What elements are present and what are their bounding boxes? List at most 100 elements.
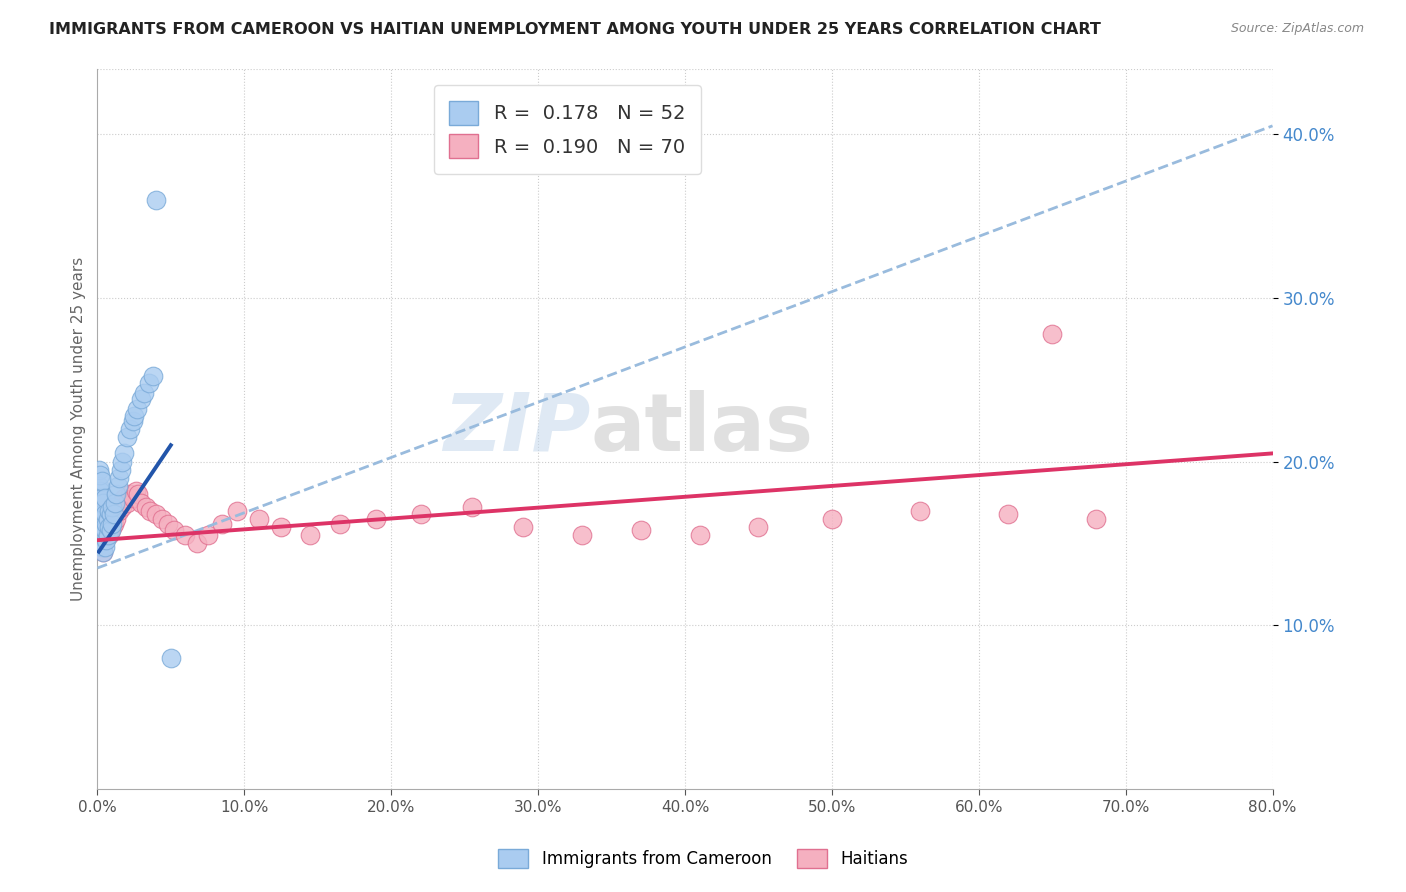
Point [90, 540, 112, 554]
Point [90, 524, 112, 538]
Y-axis label: Unemployment Among Youth under 25 years: Unemployment Among Youth under 25 years [72, 257, 86, 601]
Point [115, 430, 138, 444]
Point [111, 500, 134, 515]
Point [104, 507, 127, 521]
Point [89, 500, 111, 515]
Point [96, 512, 118, 526]
Point [89, 484, 111, 499]
Point [1085, 512, 1108, 526]
Point [101, 500, 124, 515]
Point [112, 446, 135, 460]
Legend: Immigrants from Cameroon, Haitians: Immigrants from Cameroon, Haitians [492, 842, 914, 875]
Point [100, 507, 122, 521]
Point [91, 495, 114, 509]
Point [108, 504, 131, 518]
Point [122, 409, 145, 423]
Point [93, 533, 115, 548]
Point [93, 491, 115, 505]
Point [90, 491, 112, 505]
Point [107, 479, 129, 493]
Point [107, 500, 129, 515]
Point [115, 495, 138, 509]
Point [409, 507, 432, 521]
Point [197, 528, 219, 542]
Point [87, 495, 110, 509]
Point [104, 495, 127, 509]
Point [174, 528, 197, 542]
Point [93, 507, 115, 521]
Legend: R =  0.178   N = 52, R =  0.190   N = 70: R = 0.178 N = 52, R = 0.190 N = 70 [434, 86, 702, 174]
Point [821, 512, 844, 526]
Point [100, 512, 122, 526]
Text: Source: ZipAtlas.com: Source: ZipAtlas.com [1230, 22, 1364, 36]
Point [299, 528, 322, 542]
Point [1040, 326, 1063, 341]
Point [87, 491, 110, 505]
Point [90, 475, 112, 489]
Point [87, 504, 110, 518]
Point [186, 536, 208, 550]
Point [110, 495, 132, 509]
Point [127, 487, 149, 501]
Point [461, 500, 484, 515]
Point [159, 651, 181, 665]
Point [87, 512, 110, 526]
Point [118, 422, 141, 436]
Point [87, 516, 110, 531]
Point [125, 402, 148, 417]
Point [118, 487, 141, 501]
Point [103, 507, 125, 521]
Point [96, 516, 118, 531]
Point [87, 528, 110, 542]
Point [101, 516, 124, 531]
Point [135, 500, 157, 515]
Point [145, 507, 167, 521]
Point [110, 463, 132, 477]
Point [138, 376, 160, 390]
Point [100, 524, 122, 538]
Point [689, 528, 711, 542]
Text: ZIP: ZIP [443, 390, 591, 467]
Point [89, 512, 111, 526]
Point [87, 528, 110, 542]
Point [91, 544, 114, 558]
Point [87, 479, 110, 493]
Point [247, 512, 270, 526]
Point [96, 524, 118, 538]
Point [91, 544, 114, 558]
Point [89, 516, 111, 531]
Point [630, 524, 652, 538]
Point [131, 392, 153, 407]
Point [270, 520, 292, 534]
Point [89, 536, 111, 550]
Point [105, 487, 128, 501]
Point [163, 524, 186, 538]
Point [91, 528, 114, 542]
Text: atlas: atlas [591, 390, 814, 467]
Point [211, 516, 233, 531]
Point [131, 495, 153, 509]
Point [97, 516, 120, 531]
Point [91, 524, 114, 538]
Point [134, 385, 156, 400]
Point [105, 512, 128, 526]
Point [91, 512, 114, 526]
Point [150, 512, 173, 526]
Point [93, 524, 115, 538]
Point [89, 467, 111, 482]
Point [124, 484, 146, 499]
Point [101, 520, 124, 534]
Point [108, 471, 131, 485]
Point [908, 504, 931, 518]
Point [225, 504, 247, 518]
Point [156, 516, 179, 531]
Point [93, 520, 115, 534]
Point [97, 512, 120, 526]
Point [96, 533, 118, 548]
Point [101, 507, 124, 521]
Point [366, 512, 388, 526]
Point [90, 540, 112, 554]
Point [121, 414, 143, 428]
Point [98, 520, 121, 534]
Point [93, 540, 115, 554]
